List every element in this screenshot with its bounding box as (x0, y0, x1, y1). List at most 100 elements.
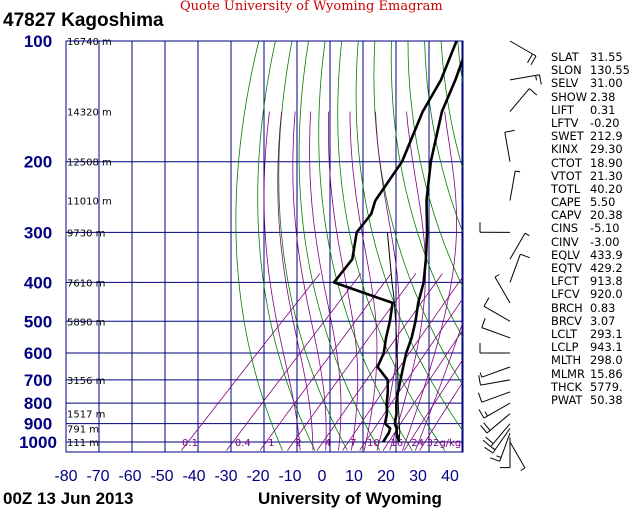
wind-barb-staff (499, 432, 511, 462)
stability-indices-list: SLAT 31.55 SLON 130.55 SELV 31.00 SHOW 2.38 LIFT… (551, 50, 630, 407)
wind-barb-staff (492, 428, 511, 454)
index-value: 429.2 (590, 261, 623, 275)
moist-adiabat-line (402, 111, 457, 451)
index-value: 943.1 (590, 340, 623, 355)
index-value: 293.1 (590, 326, 623, 341)
wind-barb-flag (478, 409, 485, 419)
wind-barb-staff (486, 413, 511, 434)
wind-barb (500, 437, 511, 469)
pressure-tick-label: 800 (24, 394, 52, 413)
mixing-ratio-line (419, 381, 463, 451)
wind-barb-flag (477, 392, 483, 403)
temperature-tick-label: -30 (214, 468, 237, 485)
index-row: SELV 31.00 (551, 77, 630, 90)
mixing-ratio-label: 24 (411, 438, 424, 449)
index-key: LCLT (551, 326, 578, 341)
index-key: EQLV (551, 247, 581, 262)
mixing-ratio-line (287, 273, 417, 451)
wind-barb-flag (527, 53, 533, 63)
index-key: SWET (551, 129, 584, 144)
wind-barb (480, 413, 511, 434)
temperature-tick-label: -50 (150, 468, 173, 485)
index-key: TOTL (551, 181, 581, 196)
height-label: 3156 m (67, 376, 105, 387)
index-key: EQTV (551, 261, 582, 275)
mixing-ratio-line (259, 273, 392, 451)
temperature-axis: -80 -70 -60 -50 -40 -30 -20 -10 0 10 20 30 40 (54, 468, 459, 485)
data-source: University of Wyoming (258, 489, 442, 508)
height-label: 12508 m (67, 158, 112, 169)
index-value: 2.38 (590, 89, 616, 104)
wind-barb (479, 343, 511, 354)
wind-barb-half-flag (515, 170, 521, 173)
index-value: 31.55 (590, 50, 623, 64)
index-key: LFTV (551, 115, 579, 130)
dry-adiabat-line (257, 41, 316, 451)
observation-time: 00Z 13 Jun 2013 (3, 489, 134, 508)
wind-barb-staff (509, 441, 526, 469)
temperature-tick-label: -80 (54, 468, 77, 485)
dry-adiabat-line (373, 41, 463, 387)
height-label: 111 m (67, 438, 99, 449)
pressure-tick-label: 1000 (19, 433, 57, 452)
index-value: 212.9 (590, 129, 623, 144)
wind-barb-staff (494, 276, 511, 304)
wind-barb-half-flag (494, 274, 500, 278)
index-row: CINV -3.00 (551, 234, 630, 249)
height-label: 1517 m (67, 410, 105, 421)
wind-barb (484, 428, 511, 454)
index-key: LFCT (551, 274, 579, 289)
wind-barb (509, 232, 530, 260)
wind-barb (504, 129, 515, 162)
index-value: 29.30 (590, 142, 623, 157)
height-label: 5890 m (67, 317, 105, 328)
wind-barb-staff (483, 305, 511, 322)
wind-barb-flag (483, 297, 490, 307)
plot-frame (65, 40, 464, 453)
wind-barb-half-flag (520, 467, 526, 471)
index-row: PWAT 50.38 (551, 393, 630, 407)
moist-adiabat-line (414, 320, 463, 451)
temperature-tick-label: -60 (118, 468, 141, 485)
wind-barb-staff (509, 88, 530, 112)
index-value: 18.90 (590, 155, 623, 170)
index-row: CTOT 18.90 (551, 155, 630, 170)
wind-barb-flag (490, 457, 500, 462)
dry-adiabat-line (407, 41, 463, 289)
wind-barb-flag (530, 55, 537, 65)
index-row: LCLP 943.1 (551, 340, 630, 355)
wind-barb-half-flag (490, 446, 496, 451)
index-row: VTOT 21.30 (551, 169, 630, 183)
dewpoint-profile-line (332, 41, 458, 443)
wind-barb (490, 432, 511, 462)
wind-barb-flag (482, 439, 492, 447)
index-key: CINV (551, 234, 579, 249)
mixing-ratio-label: 4 (325, 438, 331, 449)
index-key: CTOT (551, 155, 582, 170)
index-value: 15.86 (590, 366, 623, 381)
wind-barb-staff (509, 232, 526, 260)
chart-caption: Quote University of Wyoming Emagram (180, 0, 443, 14)
wind-barb (509, 253, 530, 283)
index-row: CAPV 20.38 (551, 209, 630, 222)
moist-adiabat-line (277, 111, 314, 451)
index-row: BRCV 3.07 (551, 314, 630, 328)
wind-barb (494, 274, 511, 304)
mixing-ratio-label: 7 (350, 438, 356, 449)
wind-barb (479, 222, 511, 233)
wind-barb-half-flag (535, 75, 537, 81)
height-label: 791 m (67, 424, 99, 435)
temperature-tick-label: 0 (318, 468, 327, 485)
index-value: 20.38 (590, 208, 623, 223)
index-key: LFCV (551, 287, 580, 302)
index-value: 130.55 (590, 63, 630, 78)
temperature-tick-label: -70 (86, 468, 109, 485)
parcel-profile-line (386, 232, 401, 443)
mixing-ratio-label: 32g/kg (427, 438, 462, 449)
wind-barb-flag (485, 436, 494, 444)
index-row: LCLT 293.1 (551, 326, 630, 341)
sounding-profiles (332, 41, 463, 443)
index-key: LCLP (551, 340, 579, 355)
